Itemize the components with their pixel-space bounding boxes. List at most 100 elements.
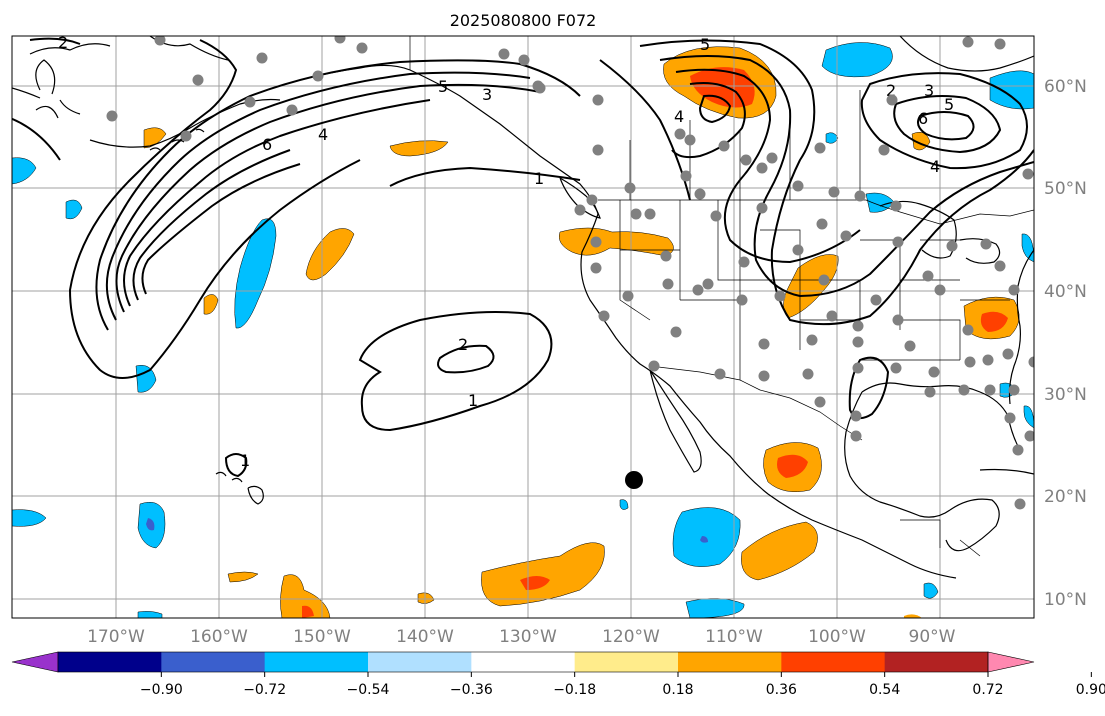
station-dot [962,36,974,48]
contour-line [224,453,248,478]
baja-peninsula [649,369,702,473]
station-dot [802,368,814,380]
contour-line [389,166,581,187]
positive-anomaly-patch [559,227,674,257]
colorbar-tick-label: −0.90 [140,682,183,698]
station-dot [692,284,704,296]
station-dot [1022,168,1034,180]
negative-anomaly-patch [12,157,37,185]
contour-line [917,111,975,141]
colorbar-tick-label: −0.36 [450,682,493,698]
station-dot [592,94,604,106]
station-dot [1012,444,1024,456]
colorbar-extend-low [11,651,59,673]
station-dot [946,240,958,252]
station-dot [814,142,826,154]
negative-anomaly-patch [825,132,839,144]
positive-anomaly-patch [741,521,818,581]
station-dot [852,362,864,374]
positive-anomaly-patch [280,574,331,618]
contour-line [105,71,531,321]
station-dot [532,80,544,92]
colorbar-tick-label: 0.72 [972,682,1003,698]
station-dot [850,410,862,422]
colorbar-segment [884,652,989,672]
colorbar-extend-high [987,651,1035,673]
negative-anomaly-patch [135,365,157,393]
station-dot [890,200,902,212]
latitude-labels: 60°N 50°N 40°N 30°N 20°N 10°N [1044,77,1087,610]
positive-anomaly-patch [305,228,355,281]
station-dot [816,218,828,230]
cuba-coastline [979,468,1034,475]
station-dot [674,128,686,140]
station-dot [792,244,804,256]
station-dot [1002,348,1014,360]
lon-label: 100°W [808,627,866,647]
lon-label: 160°W [190,627,248,647]
colorbar-segment [471,652,576,672]
colorbar-segment [161,652,266,672]
east-coastline [1008,249,1034,405]
station-dot [648,360,660,372]
colorbar-tick-label: 0.18 [662,682,693,698]
contour-label: 4 [674,107,684,126]
negative-anomaly-patch [65,199,83,220]
negative-anomaly-core [146,518,155,531]
station-dot [592,144,604,156]
station-dot [286,104,298,116]
colorbar-tick-label: 0.90 [1076,682,1105,698]
lon-label: 140°W [396,627,454,647]
negative-anomaly-patch [619,499,629,510]
station-dot [792,180,804,192]
negative-anomaly-patch [672,507,741,567]
station-dot [498,48,510,60]
station-dot [518,54,530,66]
station-dot [1028,356,1034,368]
anomaly-fill-layer [12,42,1034,618]
contour-label: 1 [240,451,250,470]
contour-line [123,99,431,307]
west-coastline [409,69,957,579]
contour-line [659,55,1034,298]
positive-anomaly-core [777,454,808,478]
lat-label: 10°N [1044,590,1087,610]
negative-anomaly-patch [685,598,745,618]
station-dot [598,310,610,322]
station-dot [356,42,368,54]
colorbar-segment [264,652,369,672]
station-dot [826,310,838,322]
station-dot [980,238,992,250]
station-dot [814,396,826,408]
station-dot [106,110,118,122]
station-dot [670,326,682,338]
station-dot [1004,412,1016,424]
positive-anomaly-patch [143,127,167,149]
station-dot [180,130,192,142]
station-dot [574,204,586,216]
station-dot [154,36,166,46]
contour-line [12,37,81,161]
contour-line [132,149,291,301]
station-dot [924,386,936,398]
contour-line [68,39,361,379]
great-lakes [879,200,1001,264]
contour-line [358,311,553,432]
station-dot [934,284,946,296]
negative-anomaly-patch [234,218,277,329]
map-frame [11,35,1035,619]
contour-line [698,94,732,124]
negative-anomaly-patch [137,611,163,618]
colorbar-tick-label: −0.18 [553,682,596,698]
contour-line [860,72,1028,170]
station-dot [870,294,882,306]
station-dot [756,162,768,174]
contour-line [95,59,581,331]
station-dot [984,384,996,396]
station-dot [192,74,204,86]
contour-label: 5 [438,77,448,96]
contour-label: 2 [58,33,68,52]
station-dot [624,182,636,194]
